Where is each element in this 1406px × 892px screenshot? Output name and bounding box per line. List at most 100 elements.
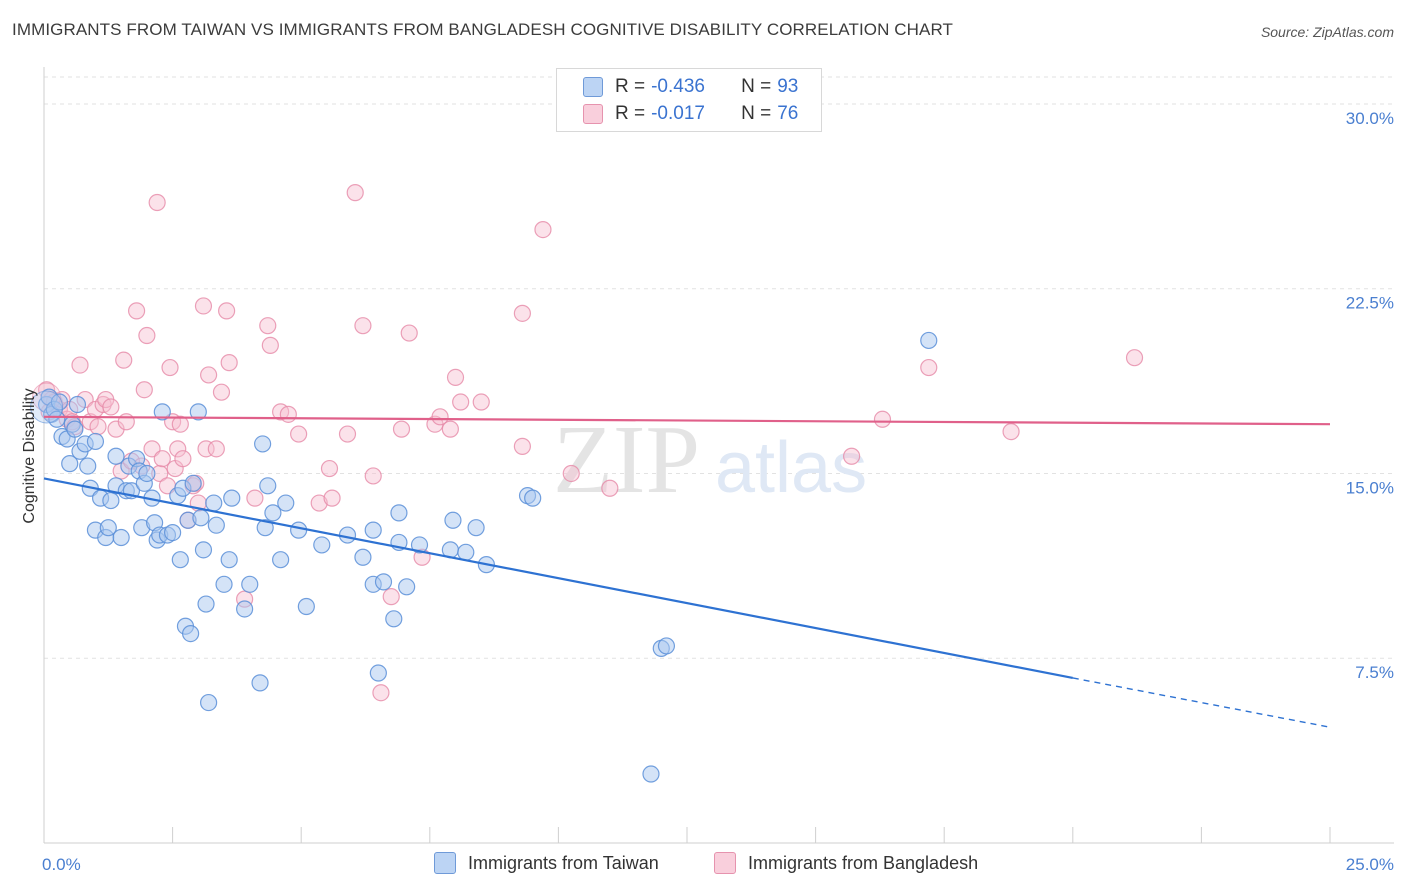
bangladesh-point <box>513 437 531 455</box>
taiwan-point <box>61 455 79 473</box>
y-tick-labels: 7.5% 15.0% 22.5% 30.0% <box>1346 109 1394 682</box>
watermark-zip: ZIP <box>553 406 700 514</box>
taiwan-point <box>102 491 120 510</box>
taiwan-point <box>215 575 233 593</box>
grid-lines <box>44 76 1394 659</box>
watermark: ZIP atlas <box>553 406 867 514</box>
bangladesh-point <box>115 351 133 369</box>
bangladesh-point <box>200 366 218 384</box>
bangladesh-point <box>161 358 179 377</box>
taiwan-point <box>99 519 117 537</box>
taiwan-point <box>272 551 290 569</box>
taiwan-point <box>200 693 218 712</box>
taiwan-point <box>68 395 87 414</box>
bangladesh-point <box>562 464 580 483</box>
bangladesh-point <box>246 489 264 507</box>
taiwan-point <box>657 637 676 655</box>
chart-title: IMMIGRANTS FROM TAIWAN VS IMMIGRANTS FRO… <box>12 20 954 39</box>
taiwan-point <box>277 494 295 512</box>
x-tick-min-label: 0.0% <box>42 855 81 874</box>
bangladesh-point <box>920 358 938 377</box>
bangladesh-point <box>354 317 372 335</box>
bangladesh-point <box>290 425 308 443</box>
bangladesh-point <box>261 336 279 354</box>
taiwan-point <box>290 521 308 539</box>
bangladesh-point <box>400 324 418 342</box>
bangladesh-point <box>1002 422 1020 441</box>
bangladesh-point <box>117 413 135 431</box>
bangladesh-point <box>127 302 146 320</box>
bangladesh-point <box>452 393 470 411</box>
taiwan-point <box>444 511 462 529</box>
taiwan-point <box>297 597 315 616</box>
bangladesh-point <box>279 405 297 423</box>
bangladesh-point <box>392 420 411 438</box>
bangladesh-point <box>171 415 189 433</box>
bangladesh-point <box>194 297 213 315</box>
trend-lines <box>43 415 1331 728</box>
bangladesh-point <box>472 393 490 411</box>
bangladesh-point <box>148 193 166 212</box>
taiwan-point <box>254 435 272 453</box>
bangladesh-point <box>431 408 449 426</box>
taiwan-point <box>50 393 69 411</box>
taiwan-trend-line <box>43 477 1074 680</box>
taiwan-point <box>524 489 542 507</box>
taiwan-point <box>220 551 238 569</box>
taiwan-point <box>171 551 189 569</box>
taiwan-point <box>112 528 130 547</box>
taiwan-point <box>410 536 429 554</box>
r-value: -0.017 <box>651 103 705 124</box>
watermark-atlas: atlas <box>715 428 867 508</box>
bangladesh-point <box>220 354 238 372</box>
taiwan-point <box>920 331 938 350</box>
legend-item-bangladesh: Immigrants from Bangladesh <box>714 852 978 874</box>
taiwan-point <box>467 519 485 537</box>
taiwan-point <box>374 573 393 591</box>
y-tick-label: 22.5% <box>1346 294 1394 313</box>
legend-item-taiwan: Immigrants from Taiwan <box>434 852 659 874</box>
bangladesh-point <box>174 450 192 468</box>
taiwan-point <box>184 474 202 492</box>
taiwan-point <box>385 610 403 628</box>
taiwan-point <box>223 489 241 507</box>
bangladesh-point <box>382 588 400 606</box>
y-tick-label: 30.0% <box>1346 109 1394 128</box>
legend-label-taiwan: Immigrants from Taiwan <box>468 852 659 873</box>
bangladesh-point <box>207 440 225 458</box>
taiwan-point <box>390 504 408 522</box>
bangladesh-point <box>446 368 465 386</box>
taiwan-point <box>66 420 84 438</box>
y-axis-label: Cognitive Disability <box>21 388 38 523</box>
taiwan-point <box>107 447 125 465</box>
bangladesh-point <box>1125 349 1144 367</box>
source-label: Source: ZipAtlas.com <box>1260 24 1394 40</box>
r-value: -0.436 <box>651 76 705 97</box>
r-label: R = <box>615 76 646 97</box>
taiwan-legend-swatch-icon <box>434 852 456 874</box>
taiwan-cluster-point <box>30 390 64 424</box>
taiwan-point <box>194 541 213 559</box>
taiwan-point <box>354 548 372 566</box>
bangladesh-point <box>153 450 171 468</box>
taiwan-swatch-icon <box>583 77 603 97</box>
bangladesh-point <box>320 459 339 478</box>
taiwan-point <box>369 664 387 682</box>
legend-label-bangladesh: Immigrants from Bangladesh <box>748 852 979 873</box>
taiwan-point <box>192 509 210 527</box>
taiwan-point <box>264 504 282 522</box>
taiwan-point <box>398 578 416 596</box>
axes <box>43 67 1394 844</box>
bangladesh-legend-swatch-icon <box>714 852 736 874</box>
bangladesh-point <box>212 383 231 401</box>
x-tick-max-label: 25.0% <box>1346 855 1394 874</box>
legend-row-taiwan: R = -0.436 N = 93 <box>583 76 798 98</box>
bangladesh-trend-line <box>43 415 1331 426</box>
bangladesh-point <box>346 184 364 202</box>
bangladesh-point <box>513 304 531 322</box>
bangladesh-point <box>601 479 619 497</box>
bangladesh-point <box>323 489 341 507</box>
y-tick-label: 15.0% <box>1346 478 1394 497</box>
bangladesh-point <box>135 381 153 399</box>
bangladesh-point <box>310 494 328 512</box>
